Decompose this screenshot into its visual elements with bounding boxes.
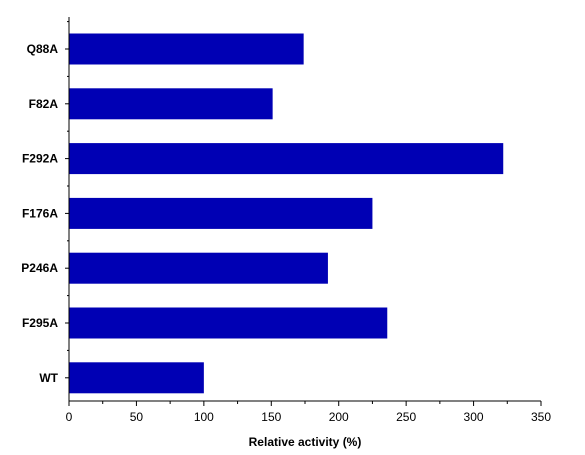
y-tick-label-f292a: F292A: [22, 152, 58, 166]
y-tick-label-p246a: P246A: [21, 261, 58, 275]
bar-q88a: [69, 33, 304, 65]
labels-layer: Q88A F82A F292A F176A P246A F295A WT 0 50 100 150 2…: [21, 42, 551, 424]
bar-f292a: [69, 143, 504, 175]
bar-p246a: [69, 252, 328, 284]
bar-wt: [69, 362, 204, 394]
y-tick-label-wt: WT: [39, 371, 58, 385]
x-tick-label-0: 0: [66, 410, 73, 424]
bar-f176a: [69, 197, 373, 229]
x-axis-title: Relative activity (%): [249, 435, 362, 449]
y-tick-label-f176a: F176A: [22, 206, 58, 220]
y-tick-label-f82a: F82A: [29, 97, 59, 111]
x-tick-label-100: 100: [194, 410, 214, 424]
ticks-layer: [65, 21, 542, 406]
y-tick-label-q88a: Q88A: [27, 42, 59, 56]
x-tick-label-50: 50: [130, 410, 144, 424]
bar-f295a: [69, 307, 388, 339]
x-tick-label-250: 250: [396, 410, 416, 424]
x-tick-label-350: 350: [531, 410, 551, 424]
y-tick-label-f295a: F295A: [22, 316, 58, 330]
x-tick-label-150: 150: [261, 410, 281, 424]
x-tick-label-300: 300: [464, 410, 484, 424]
bars-layer: [69, 33, 504, 394]
x-tick-label-200: 200: [329, 410, 349, 424]
bar-f82a: [69, 88, 273, 120]
